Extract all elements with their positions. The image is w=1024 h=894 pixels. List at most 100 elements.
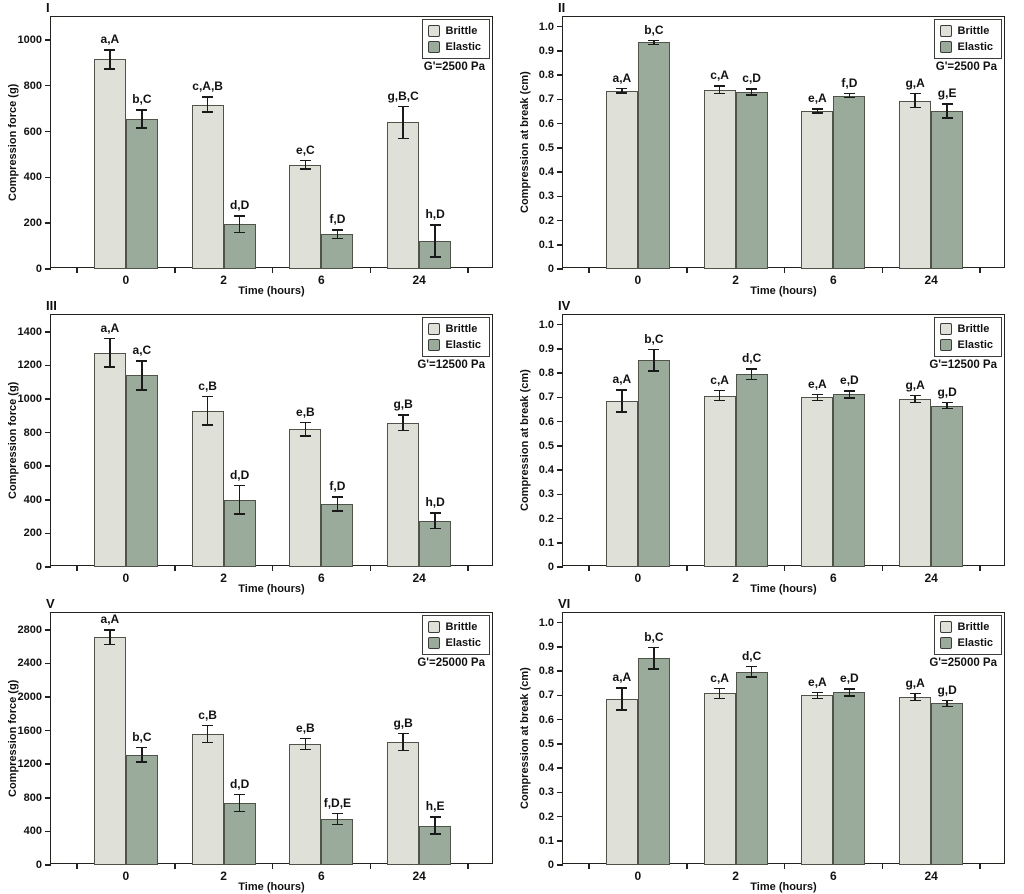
y-axis-tick [557, 74, 563, 76]
error-bar-line [621, 389, 623, 413]
y-axis-tick [557, 348, 563, 350]
error-bar-cap-top [648, 348, 660, 351]
y-axis-tick [557, 767, 563, 769]
legend-swatch-elastic [939, 637, 952, 649]
x-axis-title: Time (hours) [750, 881, 817, 893]
error-bar-cap-bottom [299, 748, 311, 751]
error-bar [331, 812, 343, 826]
panel-roman-numeral: III [46, 298, 57, 313]
error-bar [331, 229, 343, 240]
y-axis-tick [557, 621, 563, 624]
error-bar-cap-top [104, 49, 116, 51]
significance-label: d,D [229, 776, 250, 791]
significance-label: e,D [840, 373, 859, 388]
error-bar-cap-top [299, 421, 311, 424]
panel-V: V Compression force (g) Time (hours) 0 400 80… [0, 596, 512, 894]
bar-brittle-6h [289, 164, 322, 269]
bar-elastic-6h [833, 95, 866, 269]
significance-label: g,B [393, 715, 413, 730]
error-bar [811, 108, 823, 114]
x-axis-category-label: 6 [830, 869, 837, 883]
bar-brittle-2h [703, 89, 736, 269]
error-bar-cap-top [811, 108, 823, 110]
x-axis-category-label: 2 [732, 869, 739, 883]
error-bar-cap-bottom [811, 112, 823, 114]
error-bar-cap-top [136, 746, 148, 749]
gprime-label: G'=12500 Pa [929, 359, 997, 371]
error-bar [811, 691, 823, 700]
legend-item-elastic: Elastic [427, 39, 481, 55]
y-axis-tick-label: 800 [23, 426, 42, 439]
y-axis-tick-label: 0 [547, 859, 554, 871]
bar-elastic-2h [223, 224, 256, 269]
error-bar-cap-bottom [714, 697, 726, 700]
error-bar-cap-bottom [811, 697, 823, 700]
legend-item-brittle: Brittle [939, 321, 993, 337]
error-bar-line [946, 699, 948, 707]
error-bar [234, 484, 246, 515]
x-axis-title: Time (hours) [750, 285, 817, 297]
legend-swatch-elastic [427, 637, 440, 649]
error-bar-cap-bottom [909, 401, 921, 404]
bar-elastic-24h [931, 703, 964, 865]
error-bar-line [238, 484, 241, 515]
y-axis-tick [45, 864, 51, 866]
error-bar-line [109, 49, 111, 70]
x-axis-category-label: 6 [830, 571, 837, 585]
x-axis-tick [979, 565, 981, 571]
y-axis-tick [45, 364, 51, 367]
y-axis-tick [45, 797, 51, 799]
bar-brittle-6h [801, 695, 834, 865]
significance-label: c,A [710, 670, 729, 685]
y-axis-tick [557, 25, 563, 28]
legend-item-elastic: Elastic [939, 337, 993, 353]
y-axis-tick-label: 0 [35, 263, 42, 275]
x-axis-category-label: 2 [220, 571, 227, 585]
error-bar [616, 687, 628, 711]
bar-brittle-2h [191, 733, 224, 865]
legend: Brittle Elastic [933, 317, 1002, 357]
bar-brittle-24h [387, 741, 420, 865]
error-bar-line [750, 88, 753, 96]
error-bar-cap-top [941, 699, 953, 702]
y-axis-title: Compression force (g) [7, 679, 19, 797]
bar-elastic-2h [735, 92, 768, 269]
y-axis-tick-label: 0 [547, 263, 554, 275]
error-bar [136, 360, 148, 391]
error-bar-cap-bottom [616, 92, 628, 94]
plot-area: Compression at break (cm) Time (hours) 0 0.… [519, 16, 1005, 297]
error-bar-cap-bottom [104, 68, 116, 70]
y-axis-tick [45, 629, 51, 631]
significance-label: b,C [644, 22, 664, 37]
x-axis-tick [783, 565, 786, 571]
x-axis-tick [467, 863, 469, 869]
error-bar [104, 49, 116, 70]
x-axis-tick [881, 863, 883, 869]
error-bar-cap-bottom [397, 429, 409, 432]
error-bar-cap-top [909, 394, 921, 397]
y-axis-tick-label: 0.1 [538, 238, 554, 251]
y-axis-tick-label: 0.1 [538, 536, 554, 549]
error-bar [714, 85, 726, 95]
significance-label: g,A [905, 377, 925, 392]
significance-label: a,A [612, 670, 632, 685]
significance-label: b,C [132, 729, 152, 744]
error-bar-cap-bottom [234, 513, 246, 515]
panel-roman-numeral: V [46, 596, 55, 611]
error-bar-cap-bottom [843, 397, 855, 399]
error-bar-cap-top [299, 159, 311, 162]
x-axis-tick [271, 565, 274, 571]
y-axis-tick-label: 1200 [17, 758, 42, 771]
error-bar-line [653, 646, 655, 670]
bar-elastic-6h [321, 818, 354, 865]
y-axis-title: Compression at break (cm) [519, 667, 531, 809]
y-axis-tick-label: 0 [547, 561, 554, 573]
bar-elastic-6h [833, 394, 866, 567]
error-bar [234, 215, 246, 234]
error-bar-cap-top [714, 85, 726, 87]
y-axis-tick-label: 0.7 [538, 689, 554, 702]
y-axis-tick-label: 2000 [17, 691, 42, 703]
error-bar-cap-bottom [299, 168, 311, 170]
significance-label: c,A,B [192, 79, 223, 94]
significance-label: e,A [808, 91, 827, 106]
